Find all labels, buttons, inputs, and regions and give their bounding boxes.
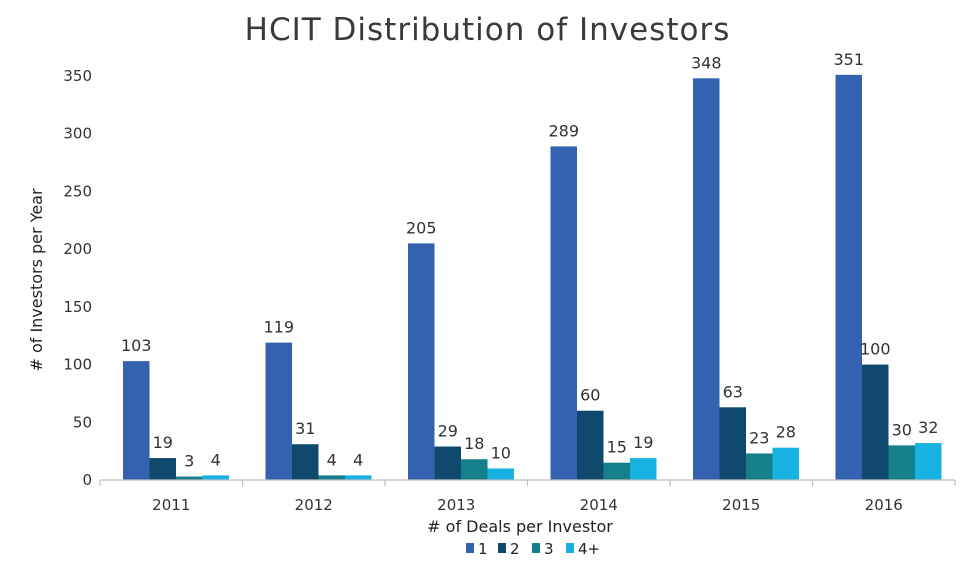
legend-label: 3	[544, 540, 554, 558]
data-label: 18	[464, 434, 484, 453]
data-label: 4	[327, 450, 337, 469]
y-tick-label: 50	[73, 413, 92, 431]
bar	[461, 459, 488, 480]
data-label: 32	[918, 418, 938, 437]
data-label: 29	[438, 422, 458, 441]
data-label: 119	[263, 318, 294, 337]
y-tick-label: 350	[63, 67, 92, 85]
y-tick-label: 300	[63, 125, 92, 143]
x-axis: 2011 2012 2013 2014 2015 2016	[99, 479, 956, 514]
data-label: 3	[184, 452, 194, 471]
data-label: 31	[295, 419, 315, 438]
data-label: 289	[548, 121, 579, 140]
x-tick-label: 2012	[295, 496, 333, 514]
legend-swatch	[498, 543, 506, 553]
x-tick-label: 2014	[580, 496, 618, 514]
bar	[888, 445, 915, 480]
legend: 1 2 3 4+	[466, 540, 600, 558]
x-axis-title: # of Deals per Investor	[427, 517, 613, 536]
bars-layer	[123, 74, 942, 481]
bar	[603, 462, 630, 480]
bar	[123, 361, 150, 480]
bar	[915, 443, 942, 480]
y-tick-label: 250	[63, 182, 92, 200]
y-tick-label: 200	[63, 240, 92, 258]
data-label: 4	[353, 450, 363, 469]
bar	[550, 146, 577, 480]
bar	[862, 364, 889, 480]
legend-label: 4+	[578, 540, 600, 558]
bar	[434, 446, 461, 480]
y-axis: 0 50 100 150 200 250 300 350	[63, 67, 92, 489]
bar	[202, 475, 229, 480]
data-label: 19	[153, 433, 173, 452]
legend-label: 2	[510, 540, 520, 558]
legend-label: 1	[478, 540, 488, 558]
data-label: 19	[633, 433, 653, 452]
y-tick-label: 100	[63, 356, 92, 374]
bar	[149, 458, 176, 480]
data-label: 103	[121, 336, 152, 355]
data-label: 10	[491, 443, 511, 462]
bar	[292, 444, 319, 480]
bar	[835, 74, 862, 481]
bar	[693, 78, 720, 481]
legend-swatch	[466, 543, 474, 553]
bar	[630, 458, 657, 480]
data-label: 205	[406, 218, 437, 237]
y-tick-label: 150	[63, 298, 92, 316]
x-tick-label: 2015	[722, 496, 760, 514]
bar	[487, 468, 514, 480]
y-tick-label: 0	[82, 471, 92, 489]
bar	[176, 476, 203, 480]
data-label: 30	[892, 420, 912, 439]
legend-swatch	[566, 543, 574, 553]
data-label: 4	[211, 450, 221, 469]
bar	[719, 407, 746, 480]
x-tick-label: 2011	[152, 496, 190, 514]
bar	[408, 243, 435, 480]
data-label: 60	[580, 386, 600, 405]
data-label: 348	[691, 53, 722, 72]
data-label: 351	[833, 50, 864, 69]
legend-swatch	[532, 543, 540, 553]
bar	[746, 453, 773, 480]
x-tick-label: 2013	[437, 496, 475, 514]
data-label: 28	[776, 423, 796, 442]
bar	[577, 410, 604, 480]
bar	[318, 475, 345, 480]
data-label: 23	[749, 428, 769, 447]
bar	[265, 342, 292, 480]
data-label: 63	[723, 382, 743, 401]
bar	[345, 475, 372, 480]
data-label: 15	[607, 438, 627, 457]
bar	[772, 447, 799, 480]
chart-title: HCIT Distribution of Investors	[244, 12, 731, 48]
y-axis-title: # of Investors per Year	[27, 188, 46, 372]
x-tick-label: 2016	[865, 496, 903, 514]
data-label: 100	[860, 340, 891, 359]
